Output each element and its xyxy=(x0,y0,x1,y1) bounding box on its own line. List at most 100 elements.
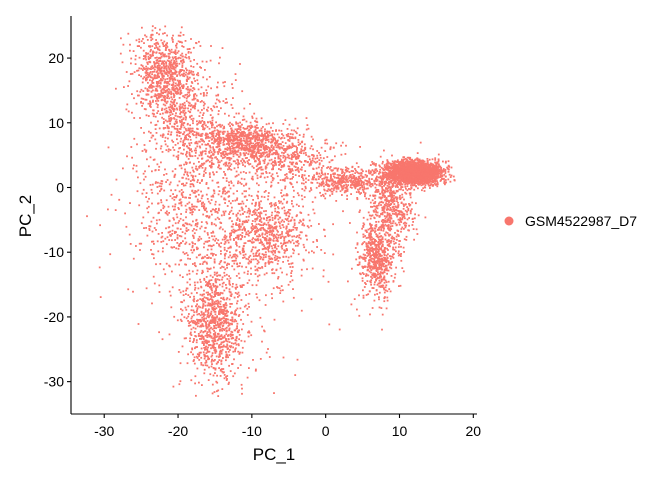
data-point xyxy=(169,114,172,116)
data-point xyxy=(310,181,313,184)
data-point xyxy=(213,151,216,153)
data-point xyxy=(313,174,315,177)
data-point xyxy=(429,187,431,189)
data-point xyxy=(387,169,390,171)
data-point xyxy=(269,148,271,151)
data-point xyxy=(259,156,262,158)
data-point xyxy=(219,149,222,151)
data-point xyxy=(347,184,350,186)
data-point xyxy=(222,100,225,102)
data-point xyxy=(375,180,378,182)
data-point xyxy=(438,164,440,167)
data-point xyxy=(421,180,423,183)
data-point xyxy=(281,133,283,135)
data-point xyxy=(218,100,221,103)
data-point xyxy=(412,184,414,187)
data-point xyxy=(335,187,338,190)
data-point xyxy=(222,132,225,135)
data-point xyxy=(249,103,251,105)
data-point xyxy=(194,97,197,100)
data-point xyxy=(298,134,301,136)
data-point xyxy=(249,146,252,149)
data-point xyxy=(224,147,227,150)
data-point xyxy=(321,178,324,180)
data-point xyxy=(163,32,166,34)
data-point xyxy=(305,128,308,131)
data-point xyxy=(198,40,200,43)
data-point xyxy=(155,88,158,91)
data-point xyxy=(262,153,265,156)
data-point xyxy=(157,72,160,75)
data-point xyxy=(167,130,170,133)
data-point xyxy=(402,166,405,169)
data-point xyxy=(185,152,188,155)
data-point xyxy=(269,134,272,137)
data-point xyxy=(423,190,426,192)
data-point xyxy=(199,135,202,137)
data-point xyxy=(397,166,400,169)
data-point xyxy=(255,142,257,145)
data-point xyxy=(211,126,213,129)
data-point xyxy=(131,93,133,95)
data-point xyxy=(316,157,319,159)
data-point xyxy=(339,182,341,185)
data-point xyxy=(156,76,159,79)
data-point xyxy=(271,179,274,182)
data-point xyxy=(172,89,175,92)
data-point xyxy=(441,177,444,180)
data-point xyxy=(155,94,157,97)
data-point xyxy=(419,181,421,183)
data-point xyxy=(402,181,405,184)
data-point xyxy=(349,176,352,179)
data-point xyxy=(228,144,230,146)
data-point xyxy=(406,159,408,161)
data-point xyxy=(168,117,171,120)
data-point xyxy=(202,139,204,142)
data-point xyxy=(145,74,147,77)
data-point xyxy=(216,105,218,108)
data-point xyxy=(206,78,208,81)
data-point xyxy=(334,173,336,175)
data-point xyxy=(203,128,205,131)
data-point xyxy=(182,73,184,76)
data-point xyxy=(354,187,357,190)
data-point xyxy=(432,169,434,172)
data-point xyxy=(295,145,297,148)
data-point xyxy=(405,180,408,183)
data-point xyxy=(202,104,205,107)
data-point xyxy=(401,158,403,161)
data-point xyxy=(171,105,173,107)
data-point xyxy=(297,139,300,141)
data-point xyxy=(325,181,328,183)
data-point xyxy=(225,152,228,155)
data-point xyxy=(153,51,155,54)
data-point xyxy=(187,158,190,160)
data-point xyxy=(185,138,188,141)
data-point xyxy=(448,168,450,171)
data-point xyxy=(272,147,275,150)
data-point xyxy=(382,177,385,180)
data-point xyxy=(206,133,209,136)
data-point xyxy=(355,169,357,172)
data-point xyxy=(146,89,149,91)
data-point xyxy=(176,125,179,128)
data-point xyxy=(179,86,182,89)
data-point xyxy=(284,174,286,176)
data-point xyxy=(149,105,151,107)
data-point xyxy=(335,167,337,170)
data-point xyxy=(182,111,185,114)
data-point xyxy=(315,167,318,170)
data-point xyxy=(308,155,311,158)
data-point xyxy=(277,145,280,148)
data-point xyxy=(197,100,199,102)
data-point xyxy=(175,57,177,60)
data-point xyxy=(253,150,256,153)
data-point xyxy=(201,60,204,63)
data-point xyxy=(174,64,177,66)
data-point xyxy=(249,126,252,129)
data-point xyxy=(179,40,182,43)
data-point xyxy=(265,139,267,142)
data-point xyxy=(432,166,434,168)
data-point xyxy=(405,182,408,185)
data-point xyxy=(187,73,189,75)
